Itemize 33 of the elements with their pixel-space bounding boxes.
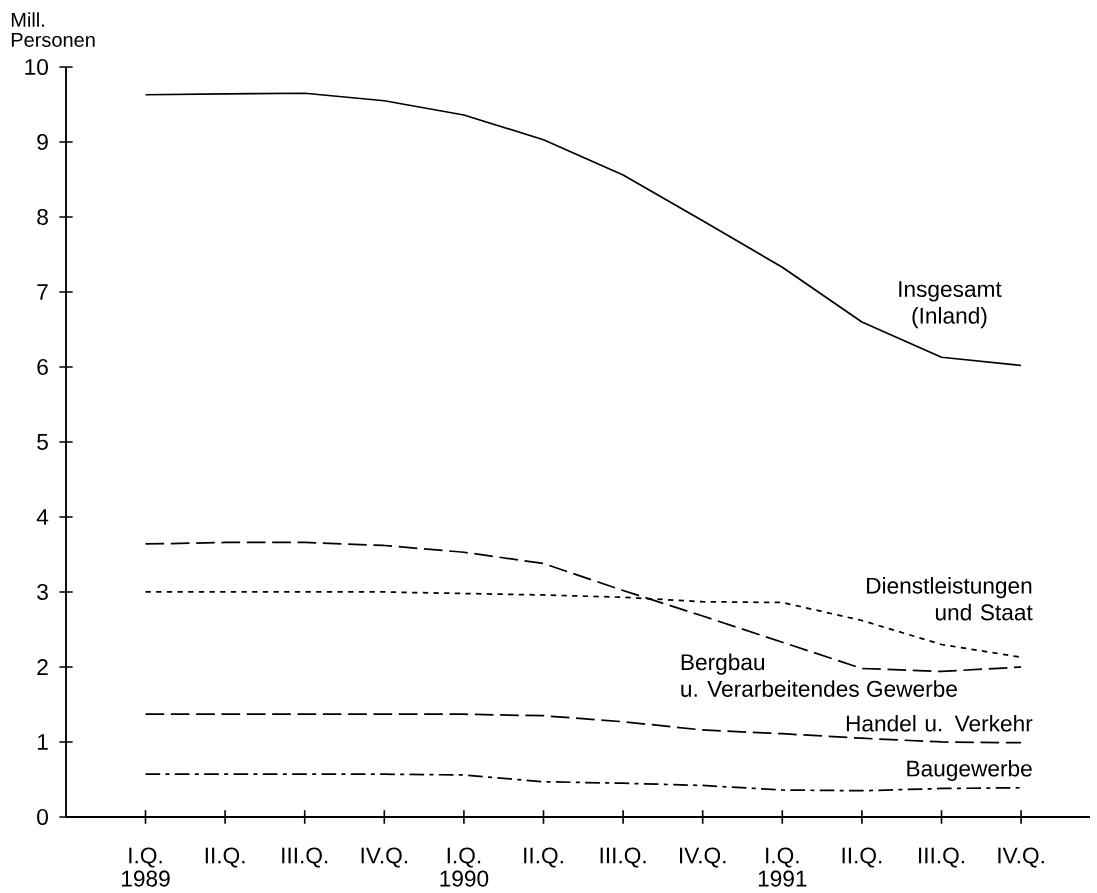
x-tick-label: III.Q. xyxy=(919,847,964,868)
line-series xyxy=(144,92,1022,367)
x-tick-label: II.Q. xyxy=(524,847,563,868)
series-label: Baugewerbe xyxy=(907,759,1032,782)
x-tick-label: I.Q. xyxy=(447,847,481,868)
x-tick-label: III.Q. xyxy=(600,847,646,868)
x-tick-label: II.Q. xyxy=(205,847,245,868)
y-tick-label: 7 xyxy=(37,284,48,300)
y-tick-label: 1 xyxy=(37,734,48,750)
x-tick-label: IV.Q. xyxy=(680,847,726,868)
y-tick-label: 4 xyxy=(36,509,49,525)
y-tick-label: 0 xyxy=(37,808,48,826)
x-tick-label: IV.Q. xyxy=(998,847,1044,868)
series-label: Insgesamt (Inland) xyxy=(899,281,1002,329)
text: 1989 xyxy=(122,870,170,887)
x-tick-label: III.Q. xyxy=(282,847,328,868)
series-label: Dienstleistungen und Staat xyxy=(867,577,1033,621)
text: 1990 xyxy=(440,870,489,887)
x-tick-label: I.Q. xyxy=(766,847,799,868)
y-tick-label: 10 xyxy=(25,58,48,76)
y-tick-label: 6 xyxy=(37,358,48,376)
y-tick-label: 9 xyxy=(37,133,48,151)
series-label: Handel u. Verkehr xyxy=(846,714,1033,732)
text: 1991 xyxy=(758,870,807,887)
y-axis-title: Mill. Personen xyxy=(11,12,95,47)
y-tick-label: 8 xyxy=(37,208,48,226)
y-tick-label: 5 xyxy=(37,434,48,450)
y-tick-label: 3 xyxy=(37,583,48,601)
x-tick-label: II.Q. xyxy=(842,847,882,868)
y-tick-label: 2 xyxy=(37,659,48,675)
series-label: Bergbau u. Verarbeitendes Gewerbe xyxy=(681,653,957,697)
x-tick-label: IV.Q. xyxy=(361,847,408,868)
x-tick-label: I.Q. xyxy=(129,847,162,868)
